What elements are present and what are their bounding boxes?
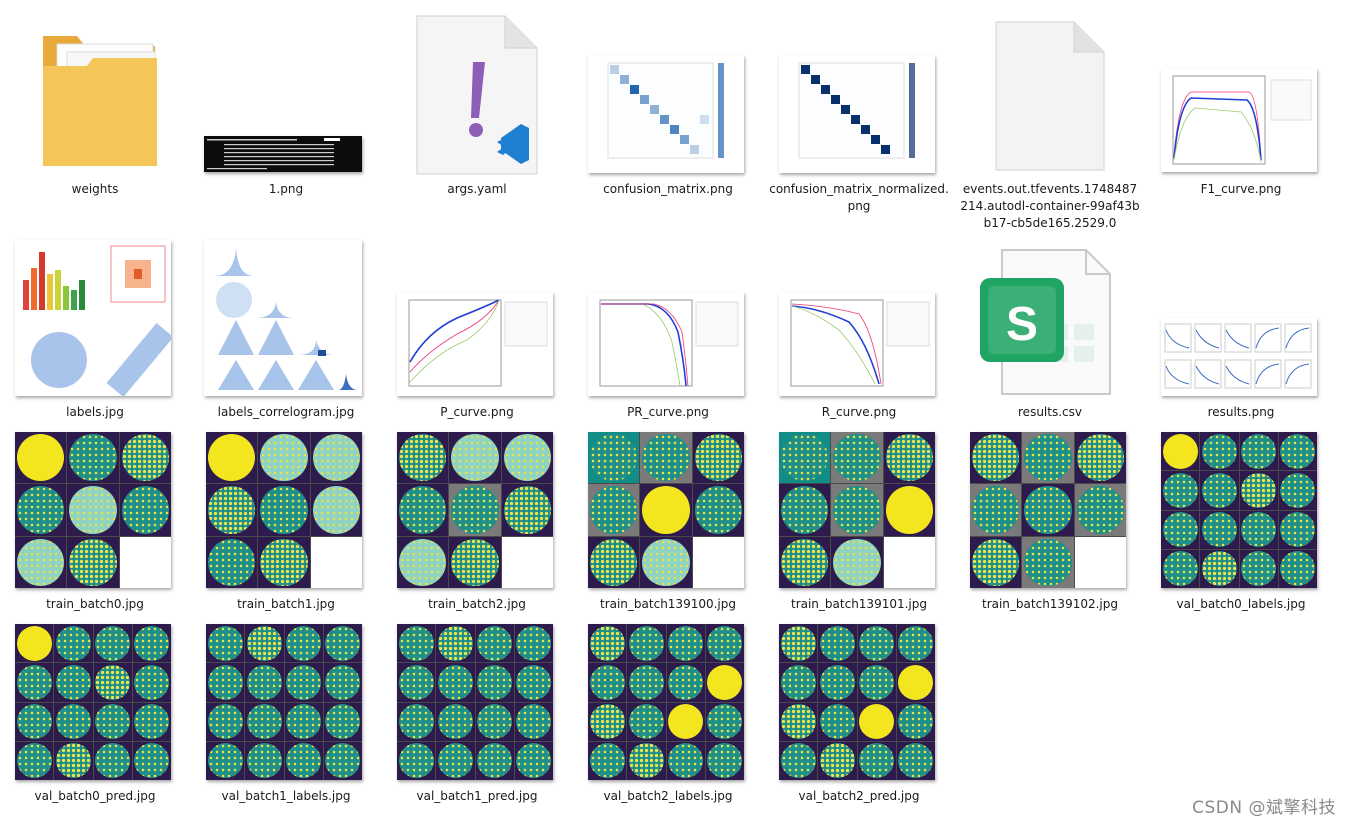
- file-label: val_batch0_labels.jpg: [1176, 597, 1306, 611]
- file-label: val_batch2_labels.jpg: [603, 789, 733, 803]
- file-pr-curve[interactable]: PR_curve.png: [578, 240, 758, 430]
- file-label: PR_curve.png: [627, 405, 709, 419]
- spreadsheet-icon: S: [978, 244, 1114, 396]
- file-train-batch1[interactable]: train_batch1.jpg: [196, 432, 376, 622]
- confusion-matrix-normalized-thumbnail: [779, 55, 935, 173]
- file-label: results.png: [1207, 405, 1275, 419]
- file-label: weights: [71, 182, 119, 196]
- file-val-batch2-pred[interactable]: val_batch2_pred.jpg: [769, 624, 949, 814]
- file-label: P_curve.png: [440, 405, 514, 419]
- file-label: confusion_matrix.png: [603, 182, 733, 196]
- file-label: 1.png: [268, 182, 304, 196]
- f1-curve-thumbnail: [1161, 68, 1317, 172]
- file-results-png[interactable]: results.png: [1151, 240, 1331, 430]
- train-batch139102-thumbnail: [970, 432, 1126, 588]
- file-events-tfevents[interactable]: events.out.tfevents.1748487214.autodl-co…: [960, 18, 1140, 238]
- file-args-yaml[interactable]: args.yaml: [387, 15, 567, 228]
- file-val-batch0-labels[interactable]: val_batch0_labels.jpg: [1151, 432, 1331, 622]
- file-val-batch1-pred[interactable]: val_batch1_pred.jpg: [387, 624, 567, 814]
- file-p-curve[interactable]: P_curve.png: [387, 240, 567, 430]
- file-label: args.yaml: [447, 182, 507, 196]
- file-train-batch2[interactable]: train_batch2.jpg: [387, 432, 567, 622]
- file-label: events.out.tfevents.1748487214.autodl-co…: [960, 182, 1140, 230]
- val-batch1-pred-thumbnail: [397, 624, 553, 780]
- val-batch2-pred-thumbnail: [779, 624, 935, 780]
- file-label: train_batch0.jpg: [46, 597, 144, 611]
- file-label: train_batch2.jpg: [428, 597, 526, 611]
- file-label: labels.jpg: [66, 405, 124, 419]
- file-f1-curve[interactable]: F1_curve.png: [1151, 18, 1331, 228]
- file-label: results.csv: [1018, 405, 1082, 419]
- train-batch1-thumbnail: [206, 432, 362, 588]
- file-results-csv[interactable]: S results.csv: [960, 240, 1140, 430]
- file-label: val_batch2_pred.jpg: [798, 789, 920, 803]
- file-val-batch1-labels[interactable]: val_batch1_labels.jpg: [196, 624, 376, 814]
- file-1-png[interactable]: 1.png: [196, 18, 376, 228]
- val-batch2-labels-thumbnail: [588, 624, 744, 780]
- file-label: val_batch1_labels.jpg: [221, 789, 351, 803]
- val-batch0-labels-thumbnail: [1161, 432, 1317, 588]
- svg-text:S: S: [1006, 298, 1038, 351]
- pr-curve-thumbnail: [588, 292, 744, 396]
- file-label: val_batch0_pred.jpg: [34, 789, 156, 803]
- file-label: labels_correlogram.jpg: [217, 405, 355, 419]
- p-curve-thumbnail: [397, 292, 553, 396]
- file-train-batch139100[interactable]: train_batch139100.jpg: [578, 432, 758, 622]
- val-batch0-pred-thumbnail: [15, 624, 171, 780]
- file-label: F1_curve.png: [1200, 182, 1282, 196]
- file-val-batch2-labels[interactable]: val_batch2_labels.jpg: [578, 624, 758, 814]
- file-labels-correlogram[interactable]: labels_correlogram.jpg: [196, 240, 376, 430]
- confusion-matrix-thumbnail: [588, 55, 744, 173]
- file-label: val_batch1_pred.jpg: [416, 789, 538, 803]
- file-label: confusion_matrix_normalized.png: [769, 182, 949, 213]
- results-thumbnail: [1161, 318, 1317, 396]
- file-r-curve[interactable]: R_curve.png: [769, 240, 949, 430]
- file-train-batch0[interactable]: train_batch0.jpg: [5, 432, 185, 622]
- file-label: train_batch1.jpg: [237, 597, 335, 611]
- generic-file-icon: [994, 20, 1106, 172]
- yaml-file-icon: [415, 14, 539, 176]
- r-curve-thumbnail: [779, 292, 935, 396]
- val-batch1-labels-thumbnail: [206, 624, 362, 780]
- file-train-batch139102[interactable]: train_batch139102.jpg: [960, 432, 1140, 622]
- file-label: train_batch139102.jpg: [981, 597, 1118, 611]
- file-val-batch0-pred[interactable]: val_batch0_pred.jpg: [5, 624, 185, 814]
- file-label: R_curve.png: [821, 405, 897, 419]
- terminal-thumbnail: [204, 136, 362, 172]
- train-batch0-thumbnail: [15, 432, 171, 588]
- train-batch2-thumbnail: [397, 432, 553, 588]
- train-batch139101-thumbnail: [779, 432, 935, 588]
- file-train-batch139101[interactable]: train_batch139101.jpg: [769, 432, 949, 622]
- file-label: train_batch139100.jpg: [599, 597, 736, 611]
- file-weights[interactable]: weights: [5, 18, 185, 228]
- folder-icon: [39, 26, 161, 176]
- file-confusion-matrix-normalized[interactable]: confusion_matrix_normalized.png: [769, 18, 949, 228]
- file-label: train_batch139101.jpg: [790, 597, 927, 611]
- labels-thumbnail: [15, 240, 171, 396]
- file-labels-jpg[interactable]: labels.jpg: [5, 240, 185, 430]
- csdn-watermark: CSDN @斌擎科技: [1192, 798, 1336, 818]
- file-confusion-matrix[interactable]: confusion_matrix.png: [578, 18, 758, 228]
- train-batch139100-thumbnail: [588, 432, 744, 588]
- labels-correlogram-thumbnail: [204, 240, 362, 396]
